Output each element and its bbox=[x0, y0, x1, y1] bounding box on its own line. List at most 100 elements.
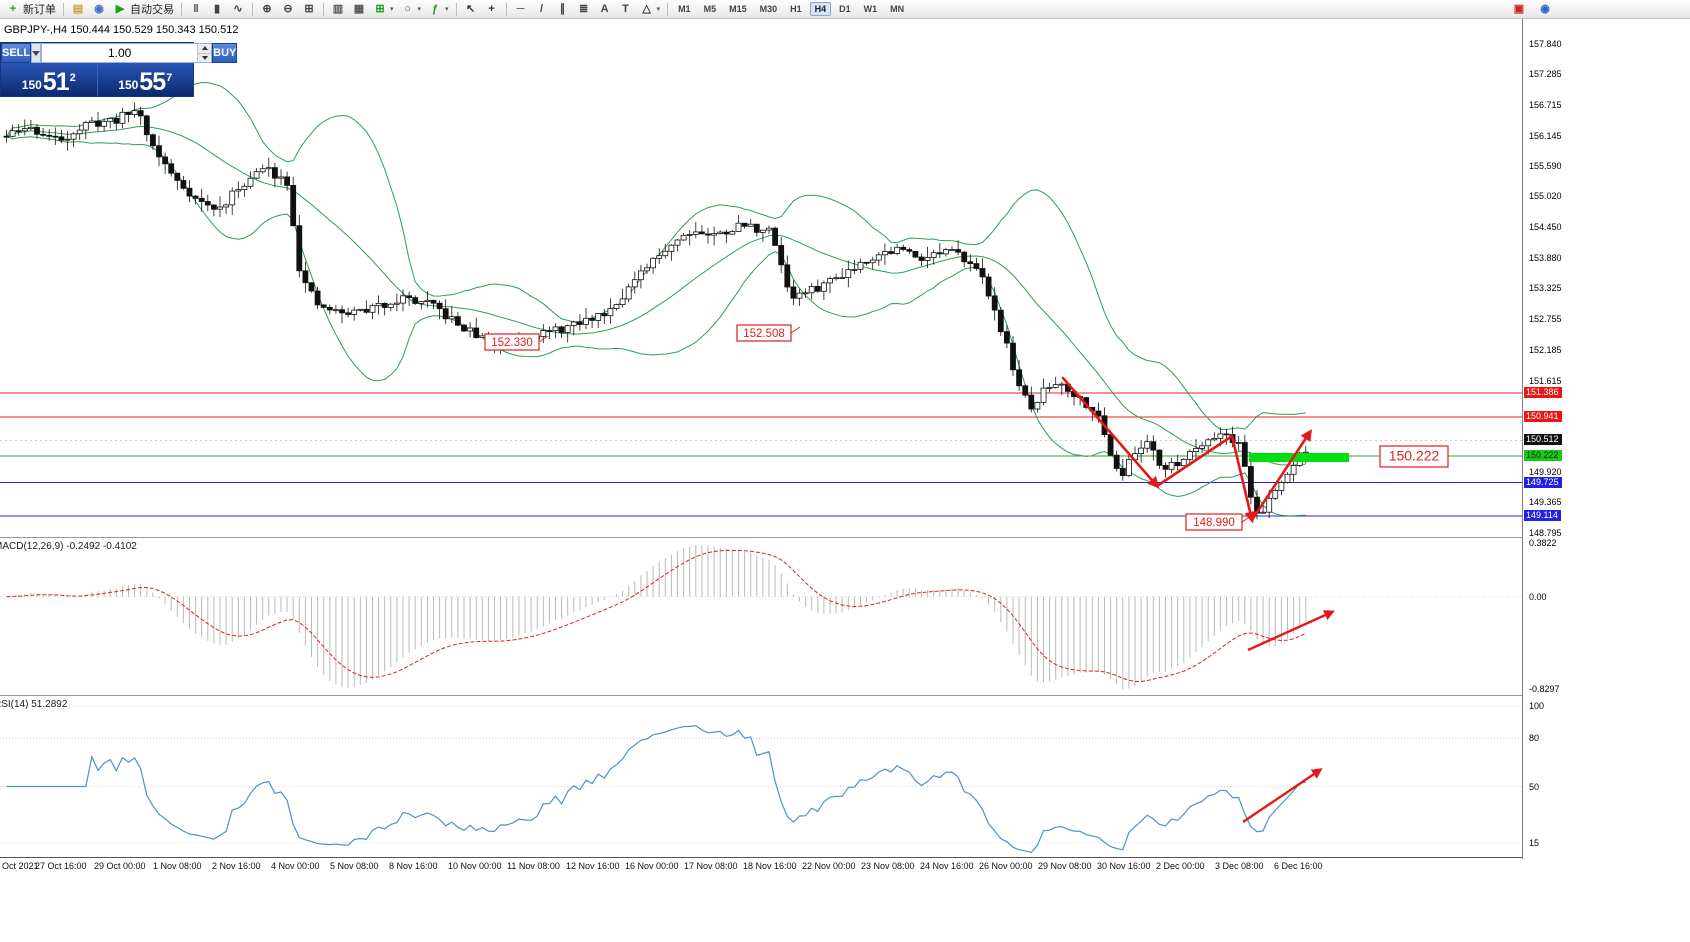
tile-windows-icon: ⊞ bbox=[304, 2, 314, 15]
timeframe-m30[interactable]: M30 bbox=[755, 2, 783, 16]
tile-windows-button[interactable]: ⊞ bbox=[299, 1, 319, 18]
timeframe-h4[interactable]: H4 bbox=[809, 2, 832, 16]
timeframe-m5[interactable]: M5 bbox=[699, 2, 722, 16]
zoom-out-icon: ⊖ bbox=[283, 2, 293, 15]
zoom-out-button[interactable]: ⊖ bbox=[278, 1, 298, 18]
price-tick: 157.840 bbox=[1529, 39, 1562, 49]
metaquotes-logo-button[interactable]: ▣ bbox=[1509, 1, 1529, 18]
chart-profile-button[interactable]: ▤ bbox=[68, 1, 88, 18]
price-tick: 152.755 bbox=[1529, 313, 1562, 324]
toolbar-separator bbox=[323, 2, 324, 16]
trend-arrow[interactable] bbox=[1155, 434, 1234, 488]
timeframe-m1[interactable]: M1 bbox=[673, 2, 696, 16]
toolbar-separator bbox=[252, 2, 253, 16]
crosshair-button[interactable]: + bbox=[482, 1, 502, 18]
time-label: 8 Nov 16:00 bbox=[389, 861, 438, 871]
time-label: Oct 2021 bbox=[2, 861, 39, 871]
community-button[interactable]: ◉ bbox=[1535, 1, 1555, 18]
time-label: 26 Nov 00:00 bbox=[979, 861, 1033, 871]
time-label: 22 Nov 00:00 bbox=[802, 861, 856, 871]
time-label: 18 Nov 16:00 bbox=[743, 861, 797, 871]
time-label: 30 Nov 16:00 bbox=[1097, 861, 1151, 871]
trade-panel-prices: 150 51 2 150 55 7 bbox=[1, 63, 193, 96]
templates-button[interactable]: ▥ bbox=[328, 1, 348, 18]
indicators-button[interactable]: ƒ ▾ bbox=[425, 1, 452, 18]
time-axis[interactable]: Oct 2021 27 Oct 16:00 29 Oct 00:00 1 Nov 08… bbox=[0, 861, 1522, 875]
toolbar-right-icons: ▣ ◉ bbox=[1509, 1, 1555, 18]
timeframe-d1[interactable]: D1 bbox=[834, 2, 856, 16]
time-label: 10 Nov 00:00 bbox=[448, 861, 502, 871]
rsi-trend-arrow[interactable] bbox=[1242, 768, 1323, 823]
cursor-button[interactable]: ↖ bbox=[461, 1, 481, 18]
price-tick: 50 bbox=[1529, 781, 1540, 792]
label-icon: T bbox=[622, 2, 629, 15]
timeframe-h1[interactable]: H1 bbox=[785, 2, 807, 16]
timeframe-w1[interactable]: W1 bbox=[859, 2, 883, 16]
price-annotation-box[interactable] bbox=[1379, 445, 1449, 468]
trendline-icon: / bbox=[540, 2, 544, 15]
volume-up-button[interactable] bbox=[198, 44, 212, 53]
period-button[interactable]: ○ ▾ bbox=[398, 1, 425, 18]
chevron-up-icon bbox=[201, 46, 208, 51]
channel-button[interactable]: ∥ bbox=[553, 1, 573, 18]
price-tick: 152.185 bbox=[1529, 344, 1562, 355]
candlestick-chart-button[interactable]: ▮ bbox=[207, 1, 227, 18]
profiles-icon: ▦ bbox=[353, 2, 365, 15]
trend-arrow[interactable] bbox=[1250, 429, 1312, 522]
bar-chart-button[interactable]: ‖ bbox=[186, 1, 206, 18]
volume-down-button[interactable] bbox=[198, 52, 212, 62]
horizontal-line-objects[interactable] bbox=[0, 392, 1522, 517]
time-label: 2 Nov 16:00 bbox=[212, 861, 261, 871]
time-label: 24 Nov 16:00 bbox=[920, 861, 974, 871]
fibonacci-icon: ≣ bbox=[578, 2, 589, 15]
macd-trend-arrow[interactable] bbox=[1247, 610, 1335, 652]
drawing-objects[interactable]: 152.330 152.508 148.990 150.222 bbox=[484, 324, 1449, 823]
price-axis[interactable]: 157.840 157.285 156.715 156.145 155.590 155.0… bbox=[1522, 19, 1690, 859]
time-label: 6 Dec 16:00 bbox=[1274, 861, 1323, 871]
autotrading-button[interactable]: ▶ 自动交易 bbox=[110, 1, 177, 18]
trendline-button[interactable]: / bbox=[532, 1, 552, 18]
new-order-icon: + bbox=[9, 2, 17, 15]
text-button[interactable]: A bbox=[595, 1, 615, 18]
new-order-button[interactable]: + 新订单 bbox=[3, 1, 59, 18]
time-label: 17 Nov 08:00 bbox=[684, 861, 738, 871]
label-button[interactable]: T bbox=[616, 1, 636, 18]
timeframe-mn[interactable]: MN bbox=[885, 2, 909, 16]
sell-button[interactable]: SELL bbox=[1, 43, 32, 63]
horizontal-line-button[interactable]: ─ bbox=[511, 1, 531, 18]
zoom-in-button[interactable]: ⊕ bbox=[257, 1, 277, 18]
chart-canvas[interactable]: 152.330 152.508 148.990 150.222 bbox=[0, 19, 1522, 859]
profiles-button[interactable]: ▦ bbox=[349, 1, 369, 18]
line-chart-button[interactable]: ∿ bbox=[228, 1, 248, 18]
shapes-icon: △ bbox=[642, 2, 651, 15]
buy-price-button[interactable]: 150 55 7 bbox=[96, 63, 193, 96]
buy-button[interactable]: BUY bbox=[212, 43, 238, 63]
trend-arrow[interactable] bbox=[1230, 434, 1256, 524]
new-chart-button[interactable]: ⊞ ▾ bbox=[370, 1, 397, 18]
time-label: 27 Oct 16:00 bbox=[35, 861, 87, 871]
chart-title: GBPJPY-,H4 150.444 150.529 150.343 150.5… bbox=[4, 24, 239, 36]
price-tick: 15 bbox=[1529, 837, 1540, 848]
price-annotation-text: 152.508 bbox=[743, 328, 785, 340]
refresh-button[interactable]: ◉ bbox=[89, 1, 109, 18]
order-type-dropdown[interactable] bbox=[31, 43, 42, 63]
price-label: 150.512 bbox=[1524, 434, 1562, 446]
chevron-down-icon bbox=[32, 50, 41, 56]
new-chart-icon: ⊞ bbox=[375, 2, 385, 15]
price-tick: 149.920 bbox=[1529, 467, 1562, 478]
price-tick: 153.325 bbox=[1529, 283, 1562, 294]
price-tick: 80 bbox=[1529, 733, 1540, 744]
price-annotation-text: 152.330 bbox=[491, 337, 533, 349]
price-tick: 157.285 bbox=[1529, 69, 1562, 79]
sell-price-button[interactable]: 150 51 2 bbox=[1, 63, 97, 96]
community-icon: ◉ bbox=[1540, 2, 1550, 15]
fibonacci-button[interactable]: ≣ bbox=[574, 1, 594, 18]
timeframe-m15[interactable]: M15 bbox=[724, 2, 752, 16]
volume-input[interactable] bbox=[42, 44, 198, 62]
price-tick: 149.365 bbox=[1529, 497, 1562, 508]
trend-arrow[interactable] bbox=[1061, 376, 1160, 489]
shapes-button[interactable]: △ ▾ bbox=[637, 1, 664, 18]
price-label: 149.114 bbox=[1524, 509, 1561, 521]
green-highlight-bar[interactable] bbox=[1249, 453, 1349, 462]
trade-panel-controls: SELL BUY bbox=[1, 43, 238, 63]
